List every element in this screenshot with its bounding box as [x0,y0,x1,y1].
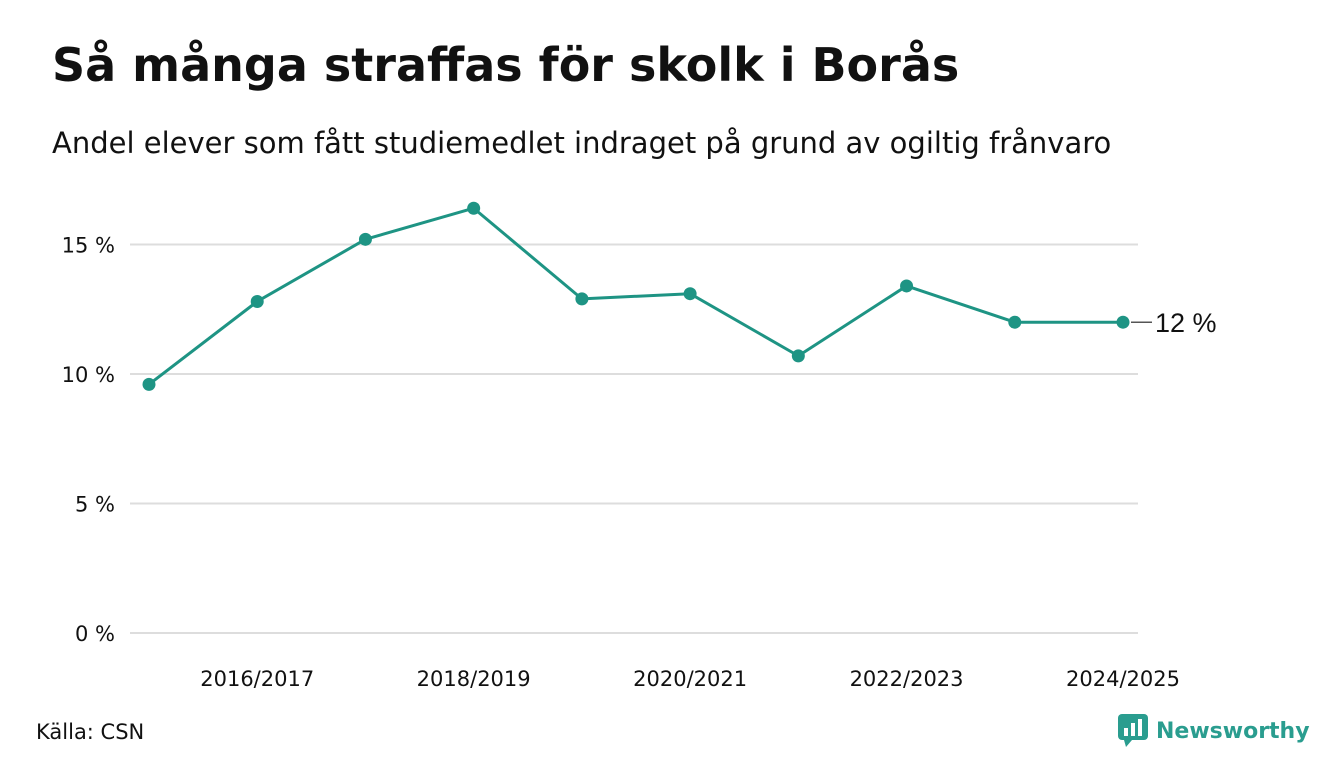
chart-subtitle: Andel elever som fått studiemedlet indra… [52,126,1112,160]
y-tick-label: 5 % [75,493,115,517]
data-point [467,201,481,215]
data-point [1008,315,1022,329]
x-tick-label: 2016/2017 [200,667,314,691]
y-tick-label: 10 % [62,363,115,387]
line-chart: 0 % 5 % 10 % 15 % 2016/2017 2018/2019 2020/202… [62,201,1217,691]
data-point [791,349,805,363]
chart-title: Så många straffas för skolk i Borås [52,38,960,92]
source-note: Källa: CSN [36,720,145,744]
data-point [683,287,697,301]
data-point [575,292,589,306]
series-line [148,206,1123,386]
data-point [358,232,372,246]
y-tick-label: 0 % [75,622,115,646]
end-value-label: 12 % [1155,308,1217,338]
x-tick-label: 2020/2021 [633,667,747,691]
brand-name: Newsworthy [1156,718,1310,744]
newsworthy-logo-icon [1118,714,1148,747]
data-point [250,294,264,308]
data-point [900,279,914,293]
data-point [1116,315,1130,329]
x-tick-label: 2022/2023 [850,667,964,691]
brand-logo: Newsworthy [1118,714,1310,748]
data-point [142,377,156,391]
x-tick-label: 2024/2025 [1066,667,1180,691]
y-tick-label: 15 % [62,234,115,258]
x-tick-label: 2018/2019 [417,667,531,691]
